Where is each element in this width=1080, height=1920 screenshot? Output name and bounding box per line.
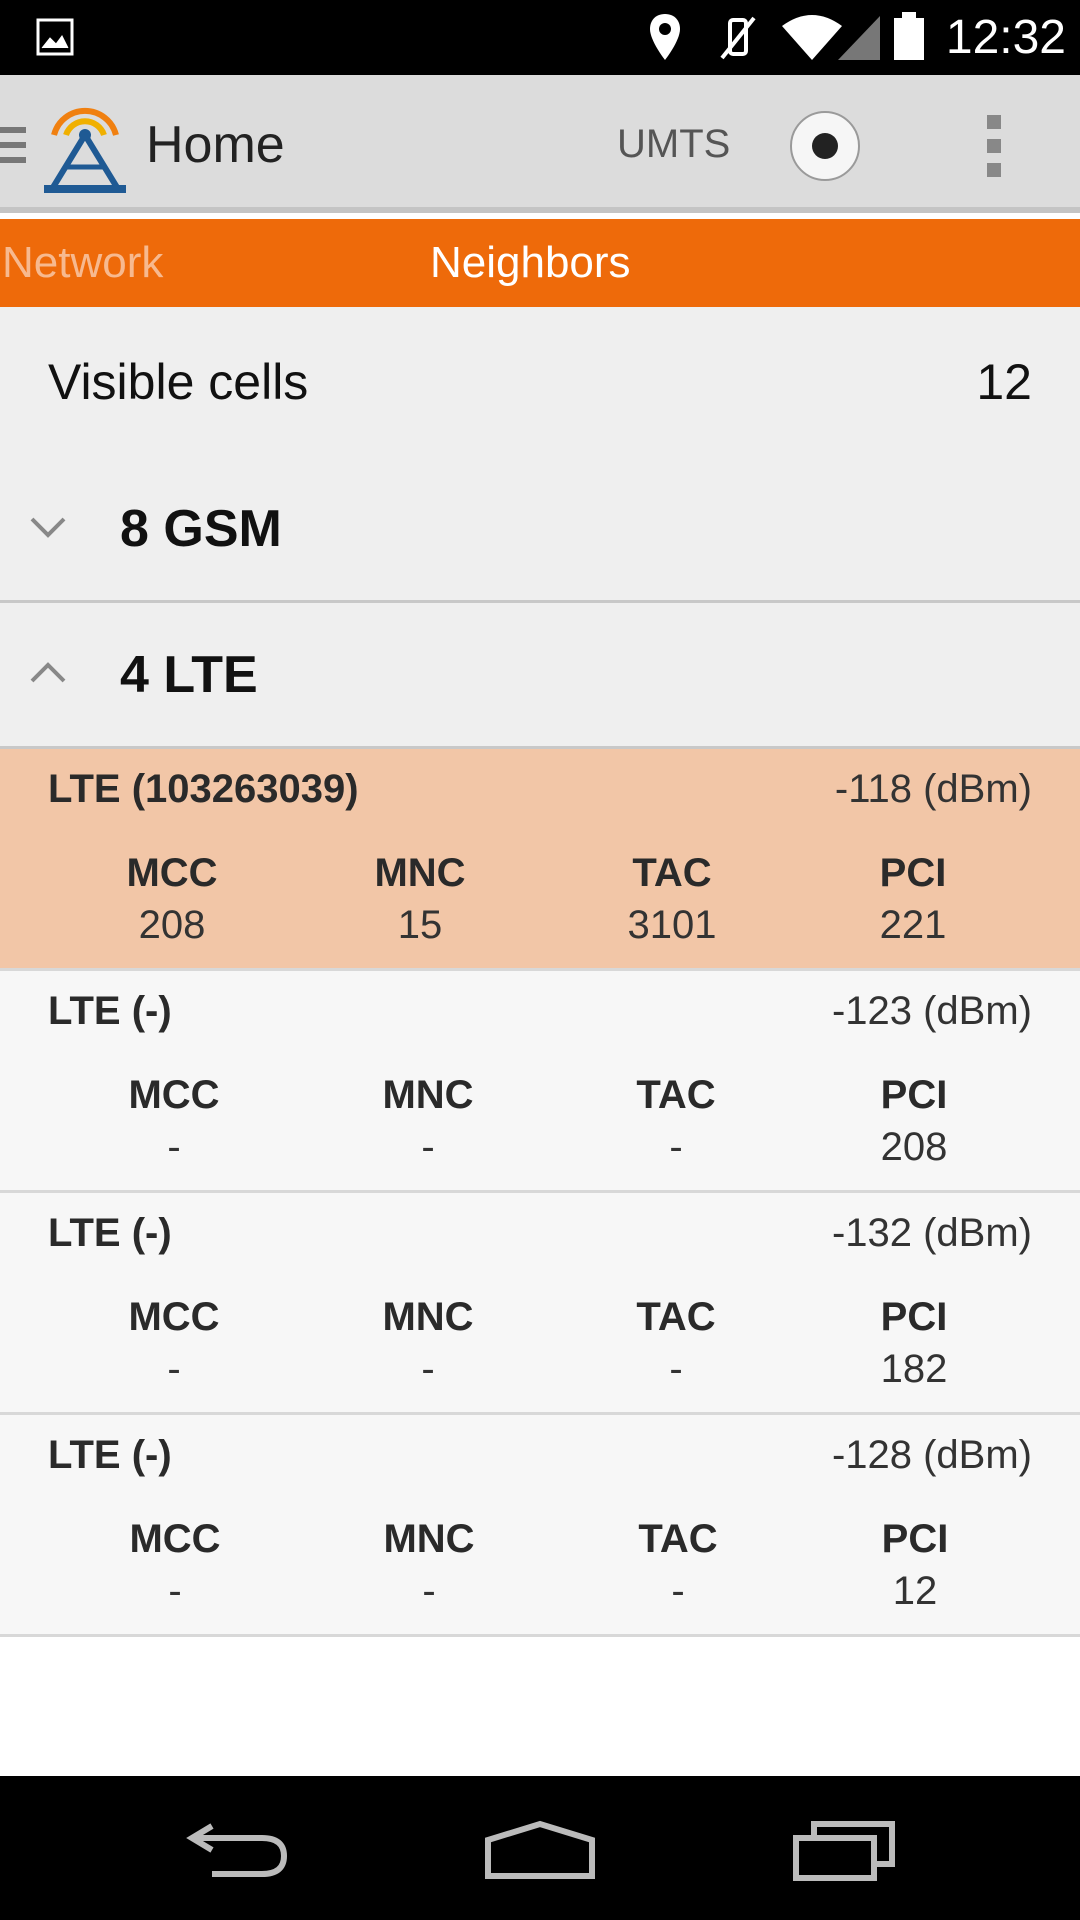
- network-mode-label: UMTS: [617, 122, 731, 166]
- group-header-gsm[interactable]: 8 GSM: [0, 457, 1080, 603]
- mcc-header: MCC: [128, 1295, 220, 1339]
- cell-item[interactable]: LTE (103263039) -118 (dBm) MCC 208 MNC 15 …: [0, 749, 1080, 971]
- pci-header: PCI: [881, 1517, 949, 1561]
- overflow-menu-icon[interactable]: [984, 115, 1004, 179]
- cell-item[interactable]: LTE (-) -123 (dBm) MCC - MNC - TAC - PCI 208: [0, 971, 1080, 1193]
- mcc-value: 208: [138, 903, 206, 947]
- pci-header: PCI: [879, 851, 947, 895]
- cell-signal: -132 (dBm): [831, 1211, 1032, 1255]
- mcc-header: MCC: [128, 1073, 220, 1117]
- cell-signal: -118 (dBm): [834, 767, 1032, 811]
- cell-title: LTE (103263039): [48, 767, 359, 811]
- app-logo-antenna-icon[interactable]: [36, 95, 134, 193]
- cell-signal: -123 (dBm): [831, 989, 1032, 1033]
- tab-neighbors[interactable]: Neighbors: [430, 238, 631, 287]
- cell-title: LTE (-): [48, 989, 172, 1033]
- tac-value: 3101: [627, 903, 717, 947]
- tac-header: TAC: [636, 1073, 716, 1117]
- vibrate-off-icon: [720, 16, 756, 60]
- cellular-signal-icon: [838, 16, 880, 60]
- cell-title: LTE (-): [48, 1433, 172, 1477]
- neighbors-list: Visible cells 12 8 GSM 4 LTE LTE (103263…: [0, 307, 1080, 1776]
- mnc-header: MNC: [382, 1295, 474, 1339]
- tac-header: TAC: [636, 1295, 716, 1339]
- mcc-header: MCC: [126, 851, 218, 895]
- mnc-header: MNC: [383, 1517, 475, 1561]
- mcc-header: MCC: [129, 1517, 221, 1561]
- wifi-icon: [782, 15, 842, 60]
- mcc-value: -: [168, 1569, 182, 1613]
- page-title: Home: [146, 116, 285, 174]
- pci-value: 182: [880, 1347, 948, 1391]
- recent-apps-icon[interactable]: [792, 1818, 896, 1882]
- mnc-value: -: [421, 1125, 435, 1169]
- mnc-header: MNC: [382, 1073, 474, 1117]
- tac-value: -: [671, 1569, 685, 1613]
- group-title: 4 LTE: [120, 646, 258, 704]
- pci-header: PCI: [880, 1295, 948, 1339]
- mnc-value: -: [421, 1347, 435, 1391]
- tac-value: -: [669, 1347, 683, 1391]
- visible-cells-count: 12: [976, 354, 1032, 410]
- drawer-menu-icon[interactable]: [0, 125, 28, 165]
- pci-value: 208: [880, 1125, 948, 1169]
- mcc-value: -: [167, 1125, 181, 1169]
- home-icon[interactable]: [484, 1820, 596, 1880]
- pci-value: 12: [892, 1569, 938, 1613]
- tab-bar: Network Neighbors: [0, 219, 1080, 307]
- group-title: 8 GSM: [120, 500, 282, 558]
- record-button[interactable]: [790, 111, 860, 181]
- mnc-value: -: [422, 1569, 436, 1613]
- mnc-header: MNC: [374, 851, 466, 895]
- cell-title: LTE (-): [48, 1211, 172, 1255]
- tac-value: -: [669, 1125, 683, 1169]
- pci-value: 221: [879, 903, 947, 947]
- tac-header: TAC: [638, 1517, 718, 1561]
- mnc-value: 15: [397, 903, 443, 947]
- chevron-up-icon: [30, 662, 66, 683]
- location-icon: [650, 14, 680, 60]
- visible-cells-row: Visible cells 12: [0, 307, 1080, 457]
- visible-cells-label: Visible cells: [48, 354, 309, 410]
- cell-signal: -128 (dBm): [831, 1433, 1032, 1477]
- tac-header: TAC: [632, 851, 712, 895]
- cell-item[interactable]: LTE (-) -128 (dBm) MCC - MNC - TAC - PCI 12: [0, 1415, 1080, 1637]
- back-icon[interactable]: [186, 1816, 290, 1880]
- mcc-value: -: [167, 1347, 181, 1391]
- action-bar: Home UMTS: [0, 75, 1080, 213]
- chevron-down-icon: [30, 517, 66, 538]
- navigation-bar: [0, 1776, 1080, 1920]
- group-header-lte[interactable]: 4 LTE: [0, 603, 1080, 749]
- cell-item[interactable]: LTE (-) -132 (dBm) MCC - MNC - TAC - PCI 182: [0, 1193, 1080, 1415]
- battery-icon: [894, 12, 924, 60]
- pci-header: PCI: [880, 1073, 948, 1117]
- status-bar: 12:32: [0, 0, 1080, 75]
- tab-network[interactable]: Network: [2, 238, 164, 287]
- image-notification-icon: [36, 18, 74, 56]
- clock: 12:32: [945, 11, 1066, 64]
